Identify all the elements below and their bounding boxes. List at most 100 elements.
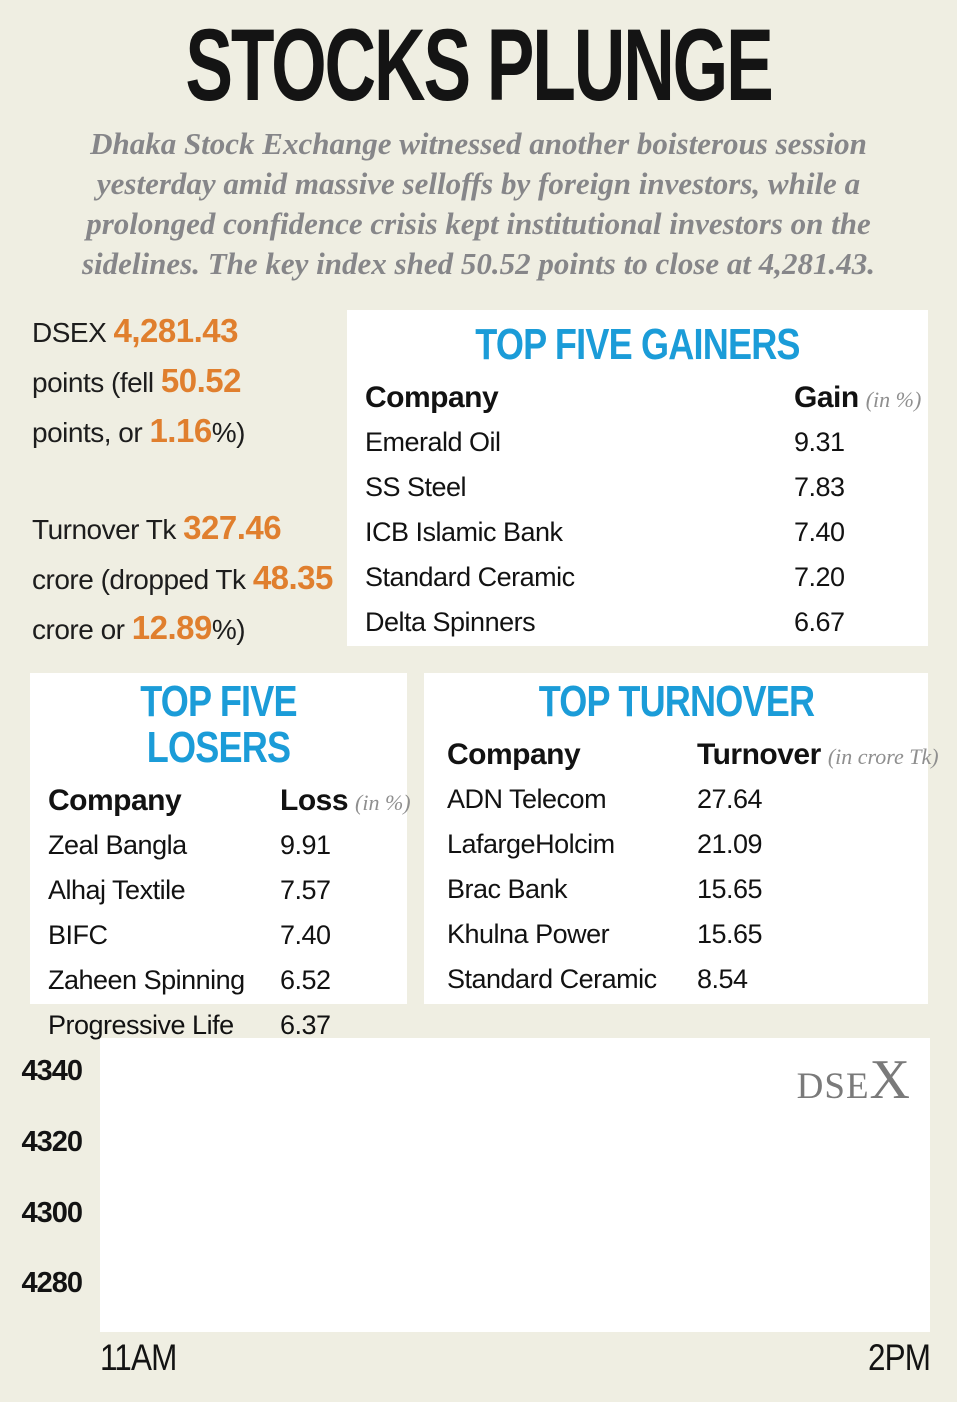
company-name: BIFC (48, 920, 108, 950)
table-row: Zeal Bangla 9.91 (48, 823, 389, 868)
table-row: Alhaj Textile 7.57 (48, 868, 389, 913)
y-axis-tick-4340: 4340 (21, 1055, 83, 1087)
table-header: Company Turnover (in crore Tk) (447, 733, 939, 777)
table-row: Khulna Power 15.65 (447, 912, 906, 957)
chart-plot-area: DSEX (100, 1038, 930, 1332)
stat-value-turnover: 327.46 (183, 509, 282, 546)
company-name: Brac Bank (447, 874, 568, 904)
value-header-label: Turnover (697, 738, 821, 771)
loss-value: 6.37 (280, 1010, 331, 1040)
stat-line: crore or 12.89%) (32, 603, 333, 653)
stat-line: DSEX 4,281.43 (32, 306, 245, 356)
subtitle-line-3: prolonged confidence crisis kept institu… (86, 206, 871, 241)
stat-line: points (fell 50.52 (32, 356, 245, 406)
company-header: Company (48, 784, 182, 817)
loss-value: 7.40 (280, 920, 331, 950)
top-losers-title: TOP FIVE LOSERS (140, 677, 297, 772)
top-turnover-panel: TOP TURNOVER Company Turnover (in crore … (424, 673, 939, 1004)
company-name: SS Steel (365, 472, 467, 502)
y-axis-tick-4300: 4300 (21, 1197, 83, 1229)
turnover-value: 27.64 (697, 784, 763, 814)
stat-line: points, or 1.16%) (32, 406, 245, 456)
stat-value-index: 4,281.43 (113, 312, 239, 349)
loss-value: 6.52 (280, 965, 331, 995)
dsex-watermark: DSEX (797, 1052, 910, 1108)
table-row: Standard Ceramic 8.54 (447, 957, 906, 1002)
company-header: Company (447, 738, 581, 771)
stat-label: %) (211, 614, 246, 645)
stat-line: crore (dropped Tk 48.35 (32, 553, 333, 603)
value-header-unit: (in crore Tk) (827, 744, 939, 769)
company-name: LafargeHolcim (447, 829, 615, 859)
stat-label: points (fell (32, 367, 161, 398)
stat-label: crore (dropped Tk (32, 564, 253, 595)
watermark-dse: DSE (796, 1066, 870, 1107)
value-header: Turnover (in crore Tk) (697, 733, 939, 779)
dsex-index-stat: DSEX 4,281.43 points (fell 50.52 points,… (32, 306, 245, 456)
top-gainers-panel: TOP FIVE GAINERS Company Gain (in %) Eme… (347, 310, 928, 646)
gain-value: 6.67 (794, 607, 845, 637)
table-row: Standard Ceramic 7.20 (365, 555, 910, 600)
table-row: Zaheen Spinning 6.52 (48, 958, 389, 1003)
turnover-value: 8.54 (697, 964, 748, 994)
subtitle: Dhaka Stock Exchange witnessed another b… (0, 124, 957, 284)
turnover-value: 15.65 (697, 919, 763, 949)
value-header-unit: (in %) (355, 790, 411, 815)
value-header: Loss (in %) (280, 779, 411, 825)
company-name: Zeal Bangla (48, 830, 187, 860)
company-name: ADN Telecom (447, 784, 607, 814)
value-header-label: Gain (794, 381, 859, 414)
top-losers-panel: TOP FIVE LOSERS Company Loss (in %) Zeal… (30, 673, 411, 1040)
company-name: Standard Ceramic (365, 562, 575, 592)
company-name: Zaheen Spinning (48, 965, 245, 995)
y-axis-tick-4280: 4280 (21, 1267, 83, 1299)
y-axis-tick-4320: 4320 (21, 1126, 83, 1158)
watermark-x: X (869, 1049, 910, 1111)
table-row: Emerald Oil 9.31 (365, 420, 910, 465)
stat-label: points, or (32, 417, 150, 448)
subtitle-line-1: Dhaka Stock Exchange witnessed another b… (90, 126, 867, 161)
value-header: Gain (in %) (794, 376, 921, 422)
company-name: Delta Spinners (365, 607, 536, 637)
company-header: Company (365, 381, 499, 414)
company-name: Khulna Power (447, 919, 610, 949)
subtitle-line-2: yesterday amid massive selloffs by forei… (96, 166, 861, 201)
loss-value: 9.91 (280, 830, 331, 860)
gain-value: 7.20 (794, 562, 845, 592)
stat-line: Turnover Tk 327.46 (32, 503, 333, 553)
x-axis-tick-2pm: 2PM (867, 1337, 931, 1378)
subtitle-line-4: sidelines. The key index shed 50.52 poin… (81, 246, 876, 281)
turnover-value: 15.65 (697, 874, 763, 904)
table-row: BIFC 7.40 (48, 913, 389, 958)
value-header-label: Loss (280, 784, 349, 817)
stat-label: DSEX (32, 317, 114, 348)
stat-label: Turnover Tk (32, 514, 184, 545)
stat-value-fell-pct: 1.16 (149, 412, 212, 449)
table-row: ADN Telecom 27.64 (447, 777, 906, 822)
gain-value: 7.40 (794, 517, 845, 547)
turnover-value: 21.09 (697, 829, 763, 859)
company-name: ICB Islamic Bank (365, 517, 563, 547)
company-name: Alhaj Textile (48, 875, 186, 905)
table-row: LafargeHolcim 21.09 (447, 822, 906, 867)
stat-value-dropped: 48.35 (252, 559, 334, 596)
stat-label: crore or (32, 614, 132, 645)
top-turnover-title: TOP TURNOVER (538, 677, 815, 726)
stat-value-dropped-pct: 12.89 (131, 609, 213, 646)
table-row: Progressive Life 6.37 (48, 1003, 389, 1048)
turnover-stat: Turnover Tk 327.46 crore (dropped Tk 48.… (32, 503, 333, 653)
company-name: Progressive Life (48, 1010, 234, 1040)
top-gainers-title: TOP FIVE GAINERS (475, 320, 800, 369)
table-header: Company Gain (in %) (365, 376, 921, 420)
page-title: STOCKS PLUNGE (185, 8, 773, 122)
table-header: Company Loss (in %) (48, 779, 411, 823)
value-header-unit: (in %) (865, 387, 922, 412)
table-row: Delta Spinners 6.67 (365, 600, 910, 645)
loss-value: 7.57 (280, 875, 331, 905)
company-name: Standard Ceramic (447, 964, 657, 994)
stat-label: %) (211, 417, 246, 448)
table-row: Brac Bank 15.65 (447, 867, 906, 912)
gain-value: 7.83 (794, 472, 845, 502)
stat-value-fell-points: 50.52 (160, 362, 242, 399)
